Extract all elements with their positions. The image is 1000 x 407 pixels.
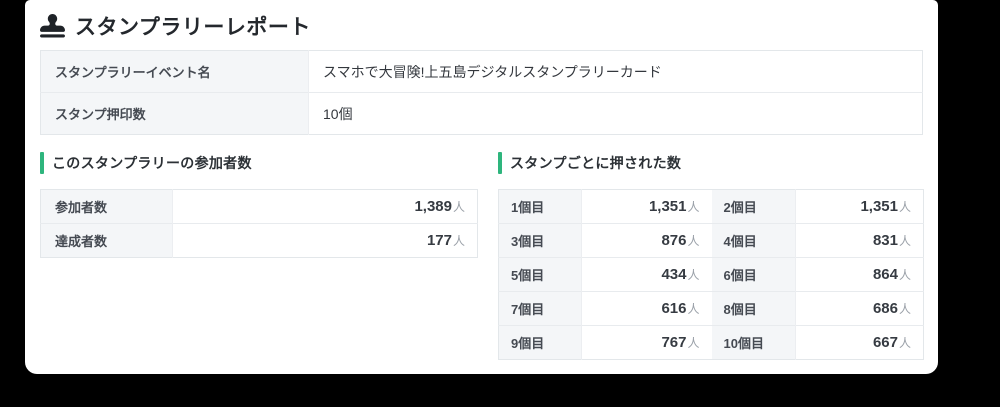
stamp-6-label: 6個目 bbox=[711, 257, 796, 292]
unit-label: 人 bbox=[452, 199, 465, 214]
stamp-2-label: 2個目 bbox=[711, 189, 796, 224]
table-row: 3個目 876人 4個目 831人 bbox=[498, 223, 924, 258]
stamp-count-value: 10個 bbox=[308, 92, 923, 135]
stamps-table: 1個目 1,351人 2個目 1,351人 3個目 876人 4個目 831人 … bbox=[498, 189, 924, 360]
unit-label: 人 bbox=[898, 199, 911, 214]
event-info-table: スタンプラリーイベント名 スマホで大冒険!上五島デジタルスタンプラリーカード ス… bbox=[40, 50, 923, 135]
unit-label: 人 bbox=[687, 301, 700, 316]
stamp-8-label: 8個目 bbox=[711, 291, 796, 326]
stamp-9-label: 9個目 bbox=[498, 325, 582, 360]
report-header: スタンプラリーレポート bbox=[40, 8, 923, 44]
stamp-2-value: 1,351人 bbox=[860, 197, 911, 215]
unit-label: 人 bbox=[452, 233, 465, 248]
event-name-value: スマホで大冒険!上五島デジタルスタンプラリーカード bbox=[323, 63, 662, 80]
table-row: 5個目 434人 6個目 864人 bbox=[498, 257, 924, 292]
stamp-7-value: 616人 bbox=[581, 291, 712, 326]
unit-label: 人 bbox=[898, 335, 911, 350]
stamp-1-label: 1個目 bbox=[498, 189, 582, 224]
stamp-5-label: 5個目 bbox=[498, 257, 582, 292]
table-row: 1個目 1,351人 2個目 1,351人 bbox=[498, 189, 924, 224]
participants-value: 1,389人 bbox=[414, 197, 465, 215]
stamp-count-label: スタンプ押印数 bbox=[40, 92, 309, 135]
event-name-label: スタンプラリーイベント名 bbox=[40, 50, 309, 93]
page-title: スタンプラリーレポート bbox=[75, 16, 311, 39]
stamp-10-label: 10個目 bbox=[711, 325, 796, 360]
accent-bar bbox=[498, 152, 502, 174]
stamp-1-value: 1,351人 bbox=[648, 197, 700, 215]
participants-table: 参加者数 1,389人 達成者数 177人 bbox=[40, 189, 478, 258]
stamp-6-value: 864人 bbox=[795, 257, 924, 292]
unit-label: 人 bbox=[898, 233, 911, 248]
table-row: 9個目 767人 10個目 667人 bbox=[498, 325, 924, 360]
stamp-9-value: 767人 bbox=[581, 325, 712, 360]
participants-label: 参加者数 bbox=[40, 189, 173, 224]
table-row: 7個目 616人 8個目 686人 bbox=[498, 291, 924, 326]
participants-section-title: このスタンプラリーの参加者数 bbox=[52, 155, 252, 171]
stamp-4-label: 4個目 bbox=[711, 223, 796, 258]
participants-section-header: このスタンプラリーの参加者数 bbox=[40, 151, 478, 175]
stamp-4-value: 831人 bbox=[795, 223, 924, 258]
stamps-section-title: スタンプごとに押された数 bbox=[510, 155, 682, 171]
unit-label: 人 bbox=[687, 267, 700, 282]
stamp-10-value: 667人 bbox=[795, 325, 924, 360]
stamp-7-label: 7個目 bbox=[498, 291, 582, 326]
achievers-label: 達成者数 bbox=[40, 223, 173, 258]
unit-label: 人 bbox=[687, 335, 700, 350]
table-row: スタンプ押印数 10個 bbox=[40, 92, 923, 135]
accent-bar bbox=[40, 152, 44, 174]
table-row: 参加者数 1,389人 bbox=[40, 189, 478, 224]
table-row: スタンプラリーイベント名 スマホで大冒険!上五島デジタルスタンプラリーカード bbox=[40, 50, 923, 93]
stamp-3-label: 3個目 bbox=[498, 223, 582, 258]
stamp-3-value: 876人 bbox=[581, 223, 712, 258]
participants-section: このスタンプラリーの参加者数 参加者数 1,389人 達成者数 177人 bbox=[40, 151, 478, 360]
table-row: 達成者数 177人 bbox=[40, 223, 478, 258]
report-card: スタンプラリーレポート スタンプラリーイベント名 スマホで大冒険!上五島デジタル… bbox=[25, 0, 938, 374]
stamp-icon bbox=[40, 13, 65, 39]
stamps-section-header: スタンプごとに押された数 bbox=[498, 151, 923, 175]
unit-label: 人 bbox=[687, 199, 700, 214]
stamp-5-value: 434人 bbox=[581, 257, 712, 292]
stamps-section: スタンプごとに押された数 1個目 1,351人 2個目 1,351人 3個目 8… bbox=[498, 151, 924, 360]
unit-label: 人 bbox=[898, 267, 911, 282]
unit-label: 人 bbox=[898, 301, 911, 316]
stamp-8-value: 686人 bbox=[795, 291, 924, 326]
achievers-value: 177人 bbox=[172, 223, 478, 258]
unit-label: 人 bbox=[687, 233, 700, 248]
